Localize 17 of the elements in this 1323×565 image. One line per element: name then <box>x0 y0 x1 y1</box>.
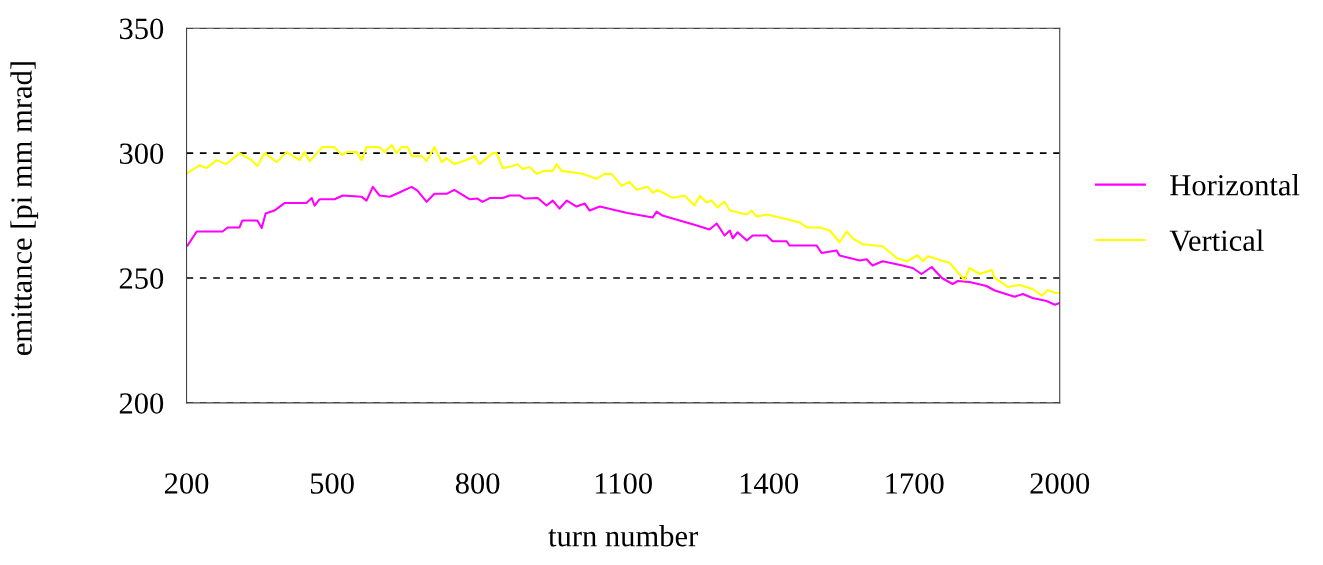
line-series <box>186 144 1060 297</box>
x-tick-label: 1700 <box>886 473 944 494</box>
x-tick-label: 500 <box>310 473 354 494</box>
y-tick-label: 200 <box>119 393 164 414</box>
line-series <box>186 185 1060 306</box>
x-tick-label: 200 <box>164 473 209 494</box>
y-tick-label: 250 <box>119 268 164 289</box>
x-axis-title: turn number <box>548 525 698 547</box>
x-tick-label: 800 <box>455 473 500 494</box>
legend-label: Horizontal <box>1170 174 1300 196</box>
x-tick-label: 1100 <box>595 473 652 494</box>
y-tick-label: 350 <box>119 18 164 40</box>
x-tick-label: 2000 <box>1030 473 1090 494</box>
legend-label: Vertical <box>1169 229 1264 252</box>
x-tick-label: 1400 <box>740 473 799 494</box>
y-axis-title: emittance [pi mm mrad] <box>10 62 39 355</box>
y-tick-label: 300 <box>119 143 164 165</box>
